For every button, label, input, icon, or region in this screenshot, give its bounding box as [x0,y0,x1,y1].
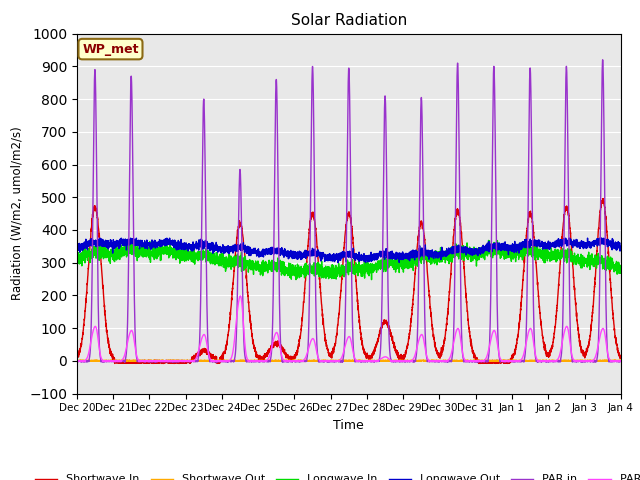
X-axis label: Time: Time [333,419,364,432]
Shortwave In [616,352,624,358]
Longwave In [471,247,479,252]
Longwave In [73,256,81,262]
Shortwave In [471,351,479,357]
Shortwave Out [502,357,509,363]
PAR out [616,358,624,364]
Longwave In [171,250,179,256]
PAR in [101,359,109,365]
Legend: Shortwave In, Shortwave Out, Longwave In, Longwave Out, PAR in, PAR out: Shortwave In, Shortwave Out, Longwave In… [31,470,640,480]
Longwave In [616,263,624,269]
Shortwave Out [428,358,435,364]
PAR out [441,359,449,364]
Shortwave In [440,336,448,342]
Longwave In [502,254,509,260]
Shortwave In [599,195,607,201]
PAR in [471,359,479,364]
Longwave In [329,270,337,276]
PAR in [502,359,509,365]
PAR out [323,359,330,364]
Shortwave Out [441,358,449,363]
Shortwave In [617,355,625,361]
Shortwave Out [617,358,625,363]
Shortwave In [328,351,336,357]
PAR in [441,358,449,364]
PAR in [73,358,81,364]
Longwave In [126,237,134,242]
PAR out [73,358,81,364]
Longwave Out [502,244,509,250]
Shortwave In [171,358,179,364]
PAR in [329,358,337,363]
Line: Longwave In: Longwave In [77,240,621,280]
Shortwave Out [171,358,179,363]
Shortwave Out [328,358,336,363]
PAR in [171,358,179,364]
Longwave Out [171,237,179,243]
Longwave Out [617,244,625,250]
PAR out [502,359,509,364]
Shortwave Out [520,357,528,363]
Text: WP_met: WP_met [82,43,139,56]
Shortwave Out [616,358,624,363]
Longwave Out [329,252,337,257]
Y-axis label: Radiation (W/m2, umol/m2/s): Radiation (W/m2, umol/m2/s) [10,127,24,300]
Longwave In [617,267,625,273]
PAR out [617,359,625,364]
Line: Longwave Out: Longwave Out [77,238,621,263]
Longwave In [368,277,376,283]
PAR out [171,359,179,364]
Line: PAR out: PAR out [77,296,621,361]
Longwave Out [73,245,81,251]
PAR in [599,57,607,63]
Shortwave In [502,359,509,365]
Longwave Out [334,260,342,265]
Line: PAR in: PAR in [77,60,621,362]
Line: Shortwave In: Shortwave In [77,198,621,363]
Title: Solar Radiation: Solar Radiation [291,13,407,28]
Longwave Out [471,249,479,255]
Longwave Out [96,235,104,241]
PAR out [236,293,244,299]
PAR out [471,358,479,363]
Longwave Out [441,249,449,254]
Line: Shortwave Out: Shortwave Out [77,360,621,361]
Longwave Out [616,244,624,250]
Shortwave Out [471,358,479,364]
Shortwave In [73,354,81,360]
PAR in [617,358,625,363]
PAR out [329,359,337,364]
PAR in [616,358,624,364]
Shortwave In [475,360,483,366]
Longwave In [441,252,449,257]
Shortwave Out [73,358,81,363]
